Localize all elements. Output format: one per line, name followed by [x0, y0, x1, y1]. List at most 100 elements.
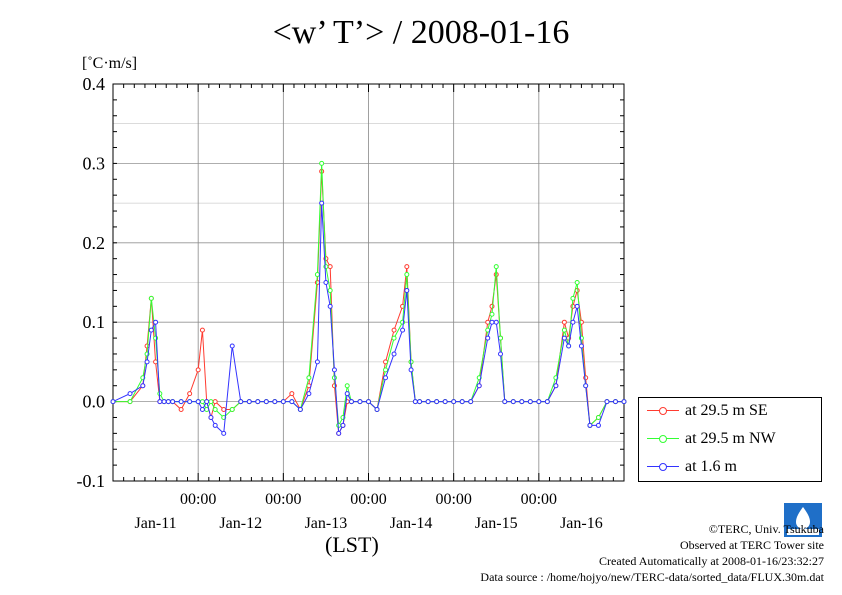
series-point-0 — [199, 327, 205, 333]
created-text: Created Automatically at 2008-01-16/23:3… — [599, 554, 824, 568]
series-point-2 — [502, 399, 508, 405]
series-point-2 — [319, 200, 325, 206]
y-tick-label: 0.2 — [83, 233, 106, 253]
series-point-2 — [246, 399, 252, 405]
series-point-0 — [570, 303, 576, 309]
series-point-2 — [199, 407, 205, 413]
series-point-1 — [498, 335, 504, 341]
plot-frame — [112, 83, 625, 482]
series-point-2 — [208, 414, 214, 420]
x-time-label: 00:00 — [180, 491, 216, 508]
x-date-label: Jan-13 — [305, 515, 348, 532]
series-point-2 — [127, 391, 133, 397]
x-date-label: Jan-16 — [560, 515, 603, 532]
series-point-1 — [383, 367, 389, 373]
series-point-0 — [221, 407, 227, 413]
legend-label-nw: at 29.5 m NW — [685, 430, 776, 447]
series-point-0 — [314, 280, 320, 285]
series-point-2 — [442, 399, 448, 405]
y-tick-label: -0.1 — [77, 471, 106, 491]
series-point-2 — [195, 399, 201, 405]
series-point-1 — [212, 407, 218, 413]
y-tick-label: 0.4 — [83, 74, 106, 94]
series-point-1 — [199, 399, 205, 405]
series-point-0 — [195, 367, 201, 373]
series-point-2 — [272, 399, 278, 405]
x-time-label: 00:00 — [350, 491, 386, 508]
series-point-2 — [519, 399, 525, 405]
series-point-1 — [595, 414, 601, 420]
series-point-2 — [221, 430, 227, 436]
series-point-1 — [127, 399, 133, 405]
series-point-2 — [170, 399, 176, 405]
y-tick-label: 0.3 — [83, 153, 106, 173]
series-point-2 — [404, 287, 410, 293]
series-point-1 — [344, 383, 350, 389]
observed-text: Observed at TERC Tower site — [679, 538, 824, 552]
x-date-label: Jan-15 — [475, 515, 518, 532]
series-point-2 — [383, 375, 389, 381]
legend-item-1-6m: at 1.6 m — [647, 457, 737, 477]
series-point-2 — [459, 399, 465, 405]
series-point-1 — [327, 287, 333, 293]
x-time-label: 00:00 — [521, 491, 557, 508]
chart-legend: at 29.5 m SE at 29.5 m NW at 1.6 m — [638, 397, 822, 482]
series-point-2 — [289, 399, 295, 405]
series-point-2 — [357, 399, 363, 405]
series-point-2 — [417, 399, 423, 405]
x-date-label: Jan-14 — [390, 515, 433, 532]
series-point-2 — [297, 407, 303, 413]
series-point-0 — [187, 391, 193, 397]
series-point-1 — [306, 375, 312, 381]
series-point-0 — [489, 303, 495, 309]
series-point-1 — [574, 280, 580, 285]
series-point-2 — [485, 335, 491, 341]
series-point-1 — [314, 272, 320, 278]
series-point-0 — [561, 319, 567, 325]
series-point-2 — [157, 399, 163, 405]
source-text: Data source : /home/hojyo/new/TERC-data/… — [480, 570, 824, 584]
legend-item-se: at 29.5 m SE — [647, 401, 768, 421]
series-point-2 — [510, 399, 516, 405]
series-point-2 — [331, 367, 337, 373]
series-point-2 — [255, 399, 261, 405]
x-date-label: Jan-11 — [135, 515, 177, 532]
series-point-2 — [583, 383, 589, 389]
series-point-2 — [587, 422, 593, 428]
copyright-text: ©TERC, Univ. Tsukuba — [708, 522, 824, 536]
series-point-2 — [110, 399, 116, 405]
series-point-0 — [391, 327, 397, 333]
x-date-label: Jan-12 — [219, 515, 262, 532]
series-point-1 — [319, 160, 325, 166]
series-point-1 — [229, 407, 235, 413]
series-point-2 — [391, 351, 397, 357]
series-point-2 — [621, 399, 627, 405]
series-point-2 — [489, 319, 495, 325]
series-point-2 — [212, 422, 218, 428]
series-point-2 — [553, 383, 559, 389]
series-point-2 — [595, 422, 601, 428]
series-point-2 — [144, 359, 150, 365]
series-point-0 — [212, 399, 218, 405]
x-time-label: 00:00 — [265, 491, 301, 508]
series-point-1 — [493, 264, 499, 270]
series-point-2 — [238, 399, 244, 405]
series-point-1 — [561, 327, 567, 333]
y-axis-unit-label: [˚C·m/s] — [82, 55, 138, 72]
legend-label-se: at 29.5 m SE — [685, 402, 768, 419]
series-point-0 — [178, 407, 184, 413]
series-point-2 — [476, 383, 482, 389]
y-tick-label: 0.0 — [83, 392, 106, 412]
series-line-2 — [112, 203, 624, 436]
series-point-2 — [493, 319, 499, 325]
series-point-2 — [544, 399, 550, 405]
series-point-2 — [412, 399, 418, 405]
series-point-2 — [400, 327, 406, 333]
series-point-2 — [366, 399, 371, 405]
series-point-2 — [165, 399, 171, 405]
series-point-2 — [148, 327, 154, 333]
legend-marker-se — [647, 404, 679, 418]
series-point-2 — [408, 367, 414, 373]
series-point-2 — [425, 399, 431, 405]
